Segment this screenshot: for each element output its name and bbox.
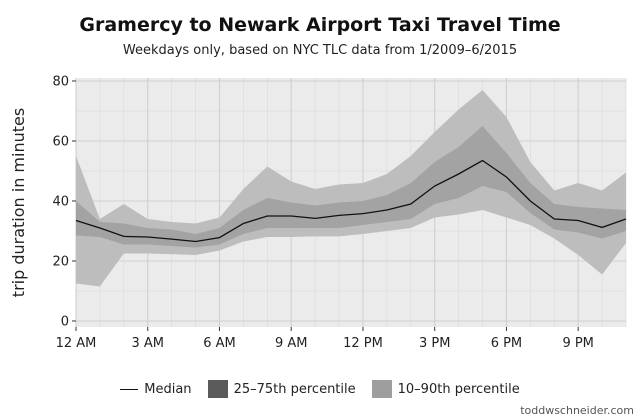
x-tick-label: 6 AM: [203, 336, 236, 351]
axis-layer: 0 20 40 60 80 12 AM 3 AM 6 AM 9 AM 12 PM 3 PM 6 PM 9…: [52, 75, 593, 352]
y-axis-label: trip duration in minutes: [9, 108, 28, 297]
legend-item-25-75: 25–75th percentile: [207, 380, 356, 398]
legend-label-median: Median: [144, 381, 192, 397]
median-line: [75, 159, 627, 243]
x-tick-label: 9 PM: [562, 336, 593, 351]
legend-item-median: Median: [120, 381, 192, 397]
y-tick-label: 60: [52, 135, 69, 150]
credit-text: toddwschneider.com: [520, 404, 634, 417]
x-tick-label: 6 PM: [491, 336, 522, 351]
x-tick-label: 12 AM: [56, 336, 97, 351]
y-tick-label: 80: [52, 75, 69, 90]
legend-swatch-25-75: [207, 380, 228, 398]
chart-title: Gramercy to Newark Airport Taxi Travel T…: [79, 14, 561, 36]
legend-item-10-90: 10–90th percentile: [371, 380, 520, 398]
x-tick-label: 12 PM: [343, 336, 383, 351]
legend-label-10-90: 10–90th percentile: [397, 381, 520, 397]
chart-plot: 0 20 40 60 80 12 AM 3 AM 6 AM 9 AM 12 PM 3 PM 6 PM 9…: [9, 75, 627, 352]
y-tick-label: 20: [52, 255, 69, 270]
y-tick-label: 0: [61, 315, 69, 330]
x-tick-label: 3 PM: [419, 336, 450, 351]
y-tick-label: 40: [52, 195, 69, 210]
x-tick-label: 3 AM: [131, 336, 164, 351]
legend: Median 25–75th percentile 10–90th percen…: [0, 380, 640, 398]
chart-subtitle: Weekdays only, based on NYC TLC data fro…: [122, 43, 518, 58]
legend-label-25-75: 25–75th percentile: [233, 381, 356, 397]
band-25-75-percentile: [76, 126, 626, 248]
x-tick-label: 9 AM: [275, 336, 308, 351]
legend-swatch-10-90: [371, 380, 392, 398]
legend-median-line-key: [120, 388, 139, 390]
